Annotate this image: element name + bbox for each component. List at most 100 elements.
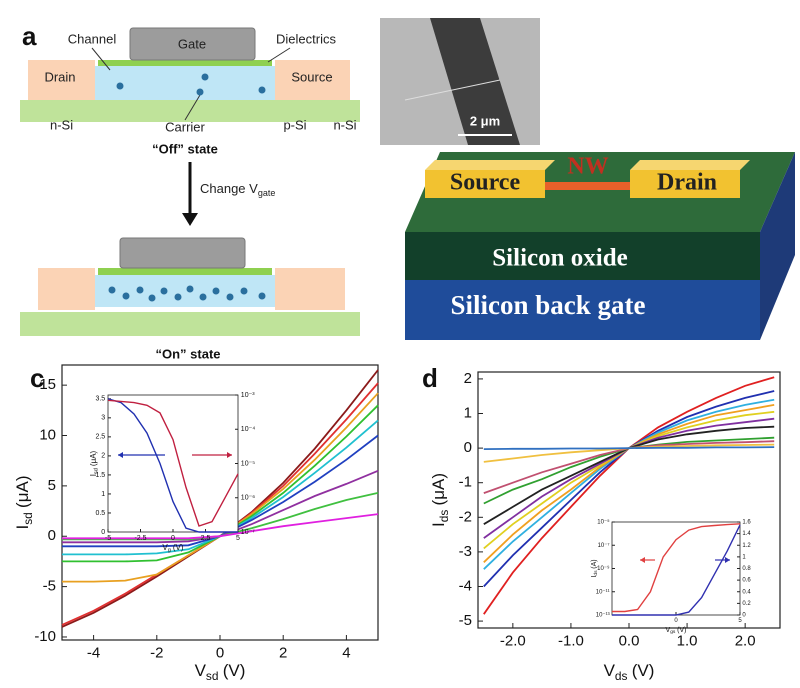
y-tick-label: 5 — [48, 477, 56, 494]
y-tick-label: 10 — [39, 426, 56, 443]
x-tick-label: 2.0 — [735, 632, 756, 649]
channel-block — [95, 275, 275, 307]
source-pad — [425, 170, 545, 198]
y-tick-label: 1 — [464, 404, 472, 421]
y-tick-label: -2 — [459, 508, 472, 525]
x-tick-label: -2.5 — [134, 535, 146, 542]
dielectric-layer — [98, 268, 272, 275]
y-tick-label: 0 — [101, 529, 105, 536]
gate-label: Gate — [178, 36, 206, 51]
y2-tick-label: 10⁻⁷ — [241, 529, 255, 536]
panel-a: a Gate Channel Dielectrics Drain Source … — [20, 21, 360, 361]
axis-title-sub: sd — [94, 468, 100, 474]
axis-title-sub: gs — [670, 630, 676, 635]
pointer — [267, 47, 291, 63]
y-tick-label: 10⁻¹³ — [596, 613, 610, 619]
y-tick-label: 3.5 — [95, 396, 105, 403]
drain-label: Drain — [44, 69, 75, 84]
panel-b: b 2 μm Source NW Drain Silicon oxide Sil… — [380, 18, 795, 340]
axis-title: Vds (V) — [604, 661, 655, 683]
back-gate-layer — [405, 280, 760, 340]
y2-tick-label: 0.4 — [742, 589, 751, 595]
y2-tick-label: 0.2 — [742, 601, 751, 607]
y2-tick-label: 1.6 — [742, 520, 751, 526]
y-tick-label: -1 — [459, 474, 472, 491]
n-si-label: n-Si — [50, 117, 73, 132]
y-tick-label: -5 — [43, 578, 56, 595]
y-tick-label: 10⁻⁹ — [597, 565, 610, 572]
x-tick-label: 5 — [738, 618, 742, 624]
y-tick-label: 1.5 — [95, 472, 105, 479]
panel-label: a — [22, 21, 37, 51]
axis-title-main: V — [604, 661, 616, 680]
panel-label: c — [30, 363, 44, 393]
axis-title: Vg (V) — [162, 543, 183, 554]
gate-block — [129, 27, 256, 61]
source-block — [275, 268, 345, 310]
pointer — [184, 94, 201, 121]
on-state-label: “On” state — [155, 346, 220, 361]
p-si-label: p-Si — [283, 117, 306, 132]
y-tick-label: 10⁻⁷ — [598, 542, 610, 549]
change-text: Change V — [200, 181, 258, 196]
arrow-head — [182, 213, 198, 226]
series-line — [107, 398, 238, 533]
drain-block — [28, 60, 95, 100]
axis-title: Isd (μA) — [89, 450, 100, 476]
axis-title-main: I — [13, 525, 32, 530]
axis-title: Ids (A) — [591, 559, 600, 577]
y2-tick-label: 10⁻⁶ — [241, 495, 255, 502]
y2-tick-label: 1.2 — [742, 543, 751, 549]
y-tick-label: 15 — [39, 376, 56, 393]
change-sub: gate — [258, 188, 276, 198]
carrier-dot — [201, 73, 209, 81]
gate-block — [119, 237, 246, 269]
x-tick-label: -4 — [87, 644, 100, 661]
series-line — [612, 523, 741, 613]
source-top — [425, 160, 555, 170]
x-tick-label: 0 — [216, 644, 224, 661]
sem-electrode — [430, 18, 520, 145]
y-tick-label: 0 — [48, 527, 56, 544]
y-tick-label: 10⁻⁵ — [597, 519, 610, 526]
series-line — [483, 446, 775, 450]
y2-tick-label: 1 — [742, 554, 746, 560]
y-tick-label: 0.5 — [95, 510, 105, 517]
y-tick-label: 10⁻¹¹ — [596, 589, 610, 595]
axis-title-unit: (μA) — [429, 473, 448, 505]
axis-title-sub: ds — [437, 510, 451, 523]
y-tick-label: -4 — [459, 577, 472, 594]
axis-title-unit: (V) — [677, 627, 686, 634]
y2-tick-label: 0.6 — [742, 578, 751, 584]
drain-label: Drain — [657, 170, 717, 196]
x-tick-label: 4 — [342, 644, 350, 661]
y2-tick-label: 10⁻³ — [241, 392, 255, 399]
y-tick-label: -3 — [459, 543, 472, 560]
source-label: Source — [291, 69, 332, 84]
drain-block — [38, 268, 95, 310]
axis-title-unit: (A) — [591, 559, 598, 568]
y-tick-label: 3 — [101, 415, 105, 422]
x-tick-label: -2 — [150, 644, 163, 661]
axis-title-unit: (V) — [632, 661, 655, 680]
carrier-label: Carrier — [165, 119, 205, 134]
carrier-dot — [116, 82, 124, 90]
x-tick-label: 1.0 — [677, 632, 698, 649]
axis-title-unit: (μA) — [13, 475, 32, 507]
axis-title-main: I — [429, 522, 448, 527]
carrier-dots — [108, 285, 266, 302]
x-tick-label: 0.0 — [619, 632, 640, 649]
y-tick-label: 2.5 — [95, 434, 105, 441]
n-si-label: n-Si — [333, 117, 356, 132]
x-tick-label: 2 — [279, 644, 287, 661]
axis-title: Ids (μA) — [429, 473, 451, 527]
oxide-label: Silicon oxide — [492, 245, 627, 272]
dielectric-layer — [98, 60, 272, 66]
axis-title-main: I — [591, 576, 598, 578]
axis-title-sub: sd — [206, 669, 219, 683]
channel-block — [95, 66, 275, 100]
inset-arrow-head — [227, 452, 232, 458]
axis-title-sub: ds — [593, 570, 599, 576]
y2-tick-label: 10⁻⁵ — [241, 460, 255, 467]
axis-title: Vgs (V) — [666, 627, 687, 636]
